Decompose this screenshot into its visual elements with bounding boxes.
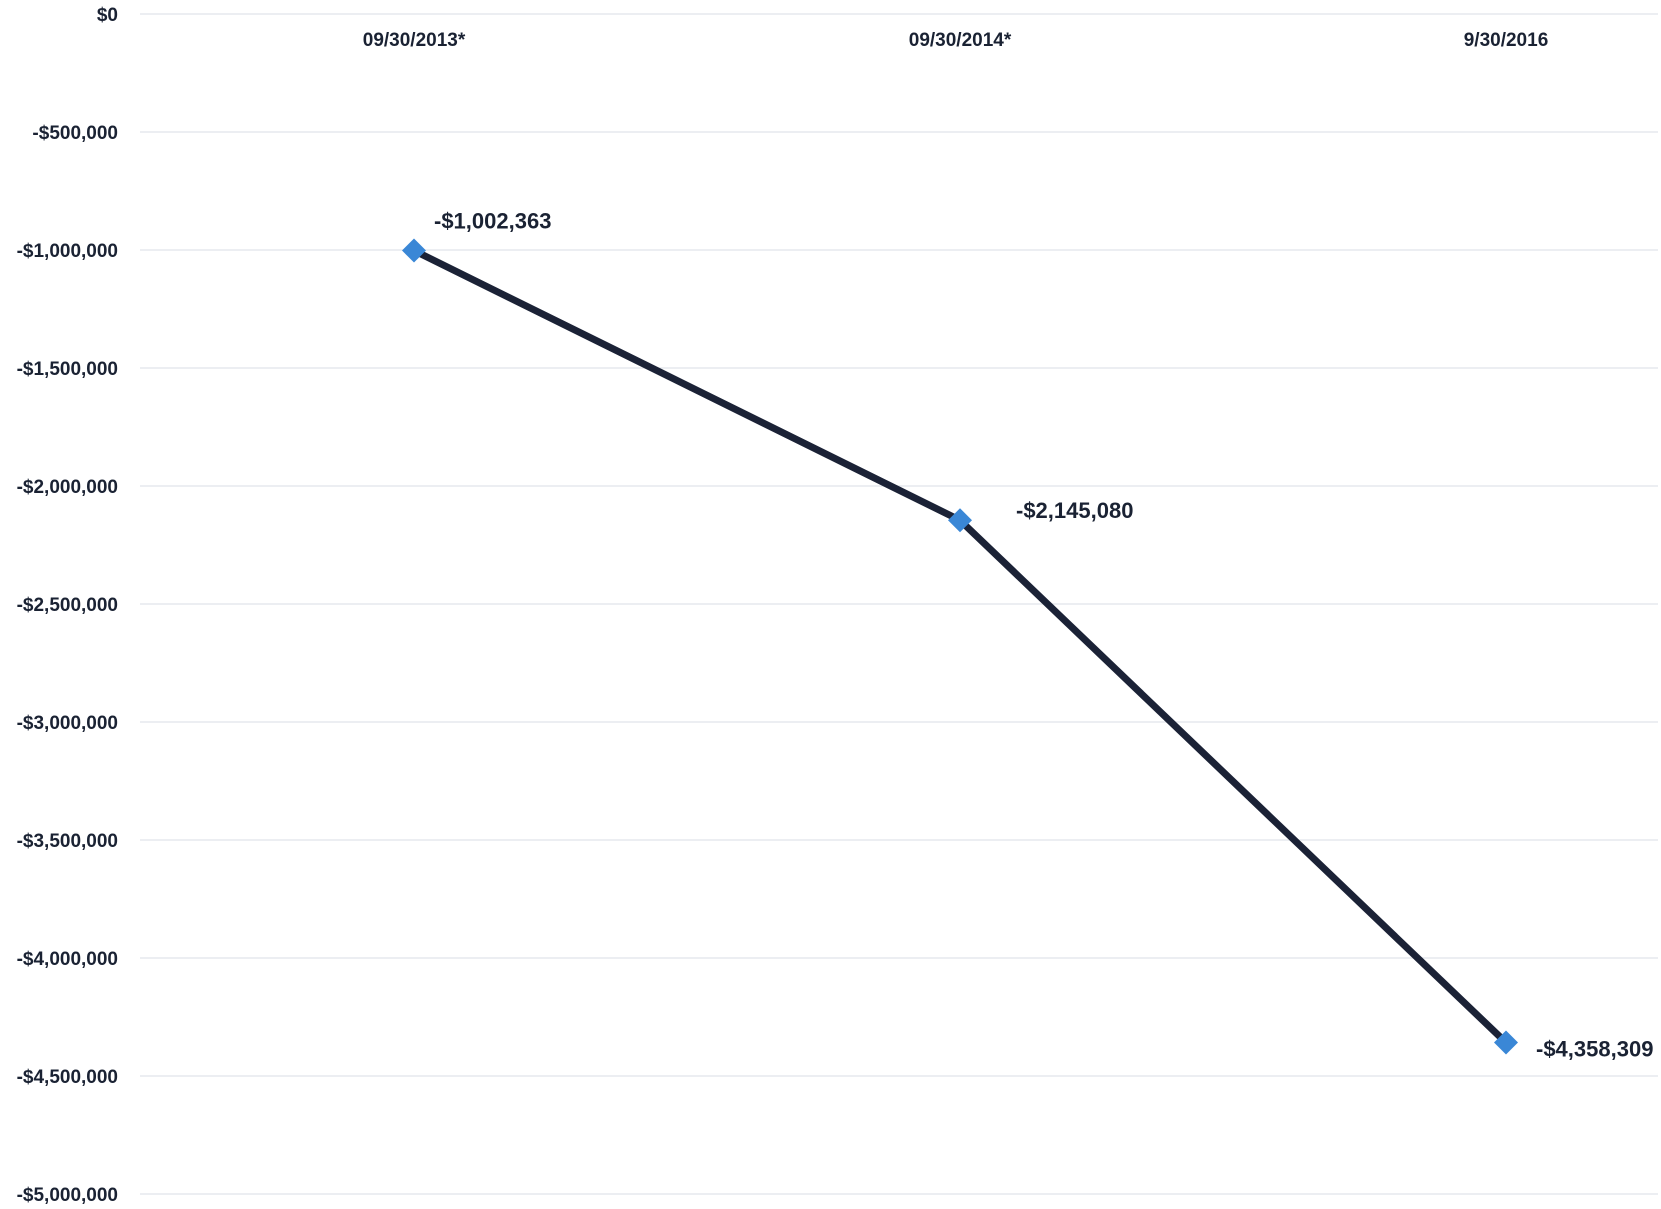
marker-layer (402, 238, 1518, 1055)
series-line-layer (410, 247, 1510, 1047)
y-tick-label: -$3,500,000 (17, 831, 118, 852)
x-category-label: 09/30/2013* (363, 30, 466, 51)
y-tick-label: -$500,000 (32, 123, 118, 144)
x-category-label: 9/30/2016 (1464, 30, 1549, 51)
data-label: -$4,358,309 (1536, 1037, 1653, 1062)
y-tick-label: $0 (97, 5, 118, 26)
y-tick-label: -$2,000,000 (17, 477, 118, 498)
y-tick-label: -$1,500,000 (17, 359, 118, 380)
data-label: -$2,145,080 (1016, 498, 1133, 523)
y-tick-label: -$4,000,000 (17, 949, 118, 970)
data-label-layer: -$1,002,363 -$2,145,080 -$4,358,309 (434, 209, 1653, 1062)
y-tick-label: -$2,500,000 (17, 595, 118, 616)
y-tick-label: -$5,000,000 (17, 1185, 118, 1206)
y-tick-label: -$4,500,000 (17, 1067, 118, 1088)
gridlines (140, 13, 1658, 1195)
y-axis-tick-labels: $0 -$500,000 -$1,000,000 -$1,500,000 -$2,000… (17, 5, 118, 1206)
data-point-marker (402, 238, 426, 263)
data-point-marker (1494, 1030, 1518, 1055)
data-point-marker (948, 508, 972, 533)
y-tick-label: -$3,000,000 (17, 713, 118, 734)
y-tick-label: -$1,000,000 (17, 241, 118, 262)
x-category-label: 09/30/2014* (909, 30, 1012, 51)
x-axis-category-labels: 09/30/2013* 09/30/2014* 9/30/2016 (363, 30, 1549, 51)
series-line (410, 247, 1510, 1047)
data-label: -$1,002,363 (434, 209, 551, 234)
